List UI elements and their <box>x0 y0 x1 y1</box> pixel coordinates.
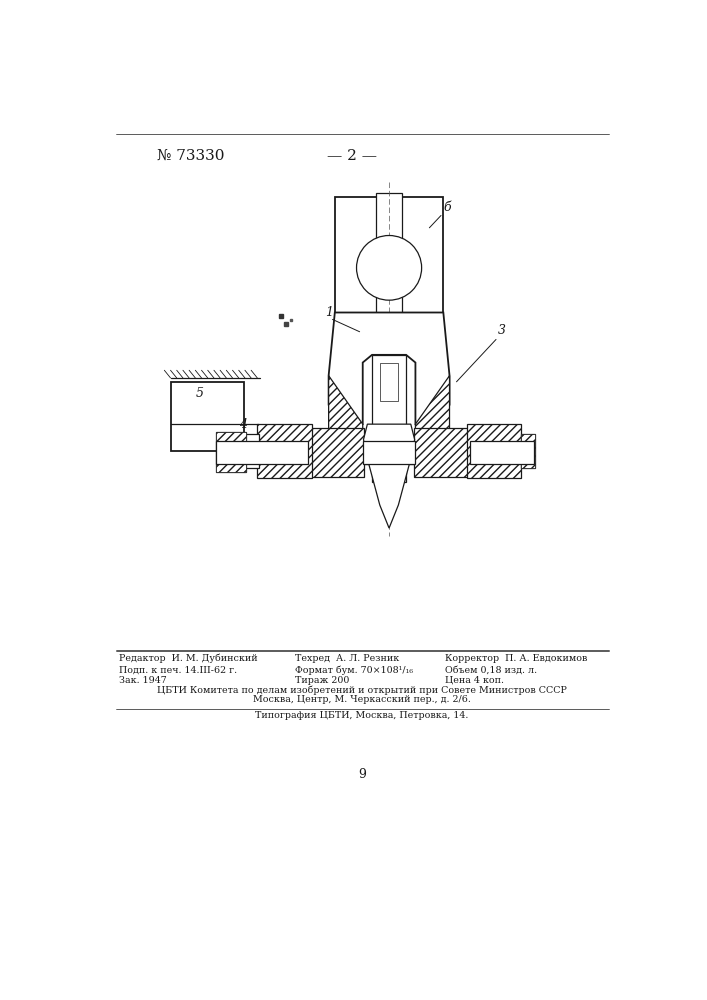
Text: 9: 9 <box>358 768 366 781</box>
Text: Корректор  П. А. Евдокимов: Корректор П. А. Евдокимов <box>445 654 588 663</box>
Text: № 73330: № 73330 <box>156 149 224 163</box>
Text: 1: 1 <box>325 306 334 319</box>
Text: — 2 —: — 2 — <box>327 149 377 163</box>
Text: б: б <box>443 201 451 214</box>
Bar <box>521 434 534 468</box>
Bar <box>414 428 469 477</box>
Bar <box>467 424 521 478</box>
Text: 4: 4 <box>239 418 247 431</box>
Polygon shape <box>329 376 363 474</box>
Circle shape <box>356 235 421 300</box>
Bar <box>335 197 443 312</box>
Text: Формат бум. 70×108¹/₁₆: Формат бум. 70×108¹/₁₆ <box>296 665 414 675</box>
Bar <box>308 428 364 477</box>
Bar <box>380 363 398 401</box>
Text: Редактор  И. М. Дубинский: Редактор И. М. Дубинский <box>119 654 258 663</box>
Polygon shape <box>416 376 450 474</box>
Text: Цена 4 коп.: Цена 4 коп. <box>445 676 504 685</box>
Bar <box>216 441 308 464</box>
Bar <box>376 193 402 355</box>
Bar <box>363 441 416 464</box>
Circle shape <box>524 450 529 455</box>
Text: Зак. 1947: Зак. 1947 <box>119 676 167 685</box>
Bar <box>469 441 534 464</box>
Text: 3: 3 <box>498 324 506 337</box>
Bar <box>216 432 246 472</box>
Bar <box>521 434 534 468</box>
Bar <box>216 432 246 472</box>
Bar <box>308 441 431 464</box>
Polygon shape <box>363 424 414 528</box>
Text: Объем 0,18 изд. л.: Объем 0,18 изд. л. <box>445 666 537 675</box>
Bar <box>243 434 259 468</box>
Text: ЦБТИ Комитета по делам изобретений и открытий при Совете Министров СССР: ЦБТИ Комитета по делам изобретений и отк… <box>157 685 567 695</box>
Text: Москва, Центр, М. Черкасский пер., д. 2/6.: Москва, Центр, М. Черкасский пер., д. 2/… <box>253 695 471 704</box>
Text: Техред  А. Л. Резник: Техред А. Л. Резник <box>296 654 399 663</box>
Text: 2: 2 <box>215 443 223 456</box>
Bar <box>372 355 406 482</box>
Polygon shape <box>329 312 450 424</box>
Text: Подп. к печ. 14.III-62 г.: Подп. к печ. 14.III-62 г. <box>119 666 238 675</box>
Bar <box>170 382 244 451</box>
Circle shape <box>226 450 230 455</box>
Bar <box>257 424 312 478</box>
Text: 5: 5 <box>195 387 204 400</box>
Text: Типография ЦБТИ, Москва, Петровка, 14.: Типография ЦБТИ, Москва, Петровка, 14. <box>255 711 469 720</box>
Text: Тираж 200: Тираж 200 <box>296 676 350 685</box>
